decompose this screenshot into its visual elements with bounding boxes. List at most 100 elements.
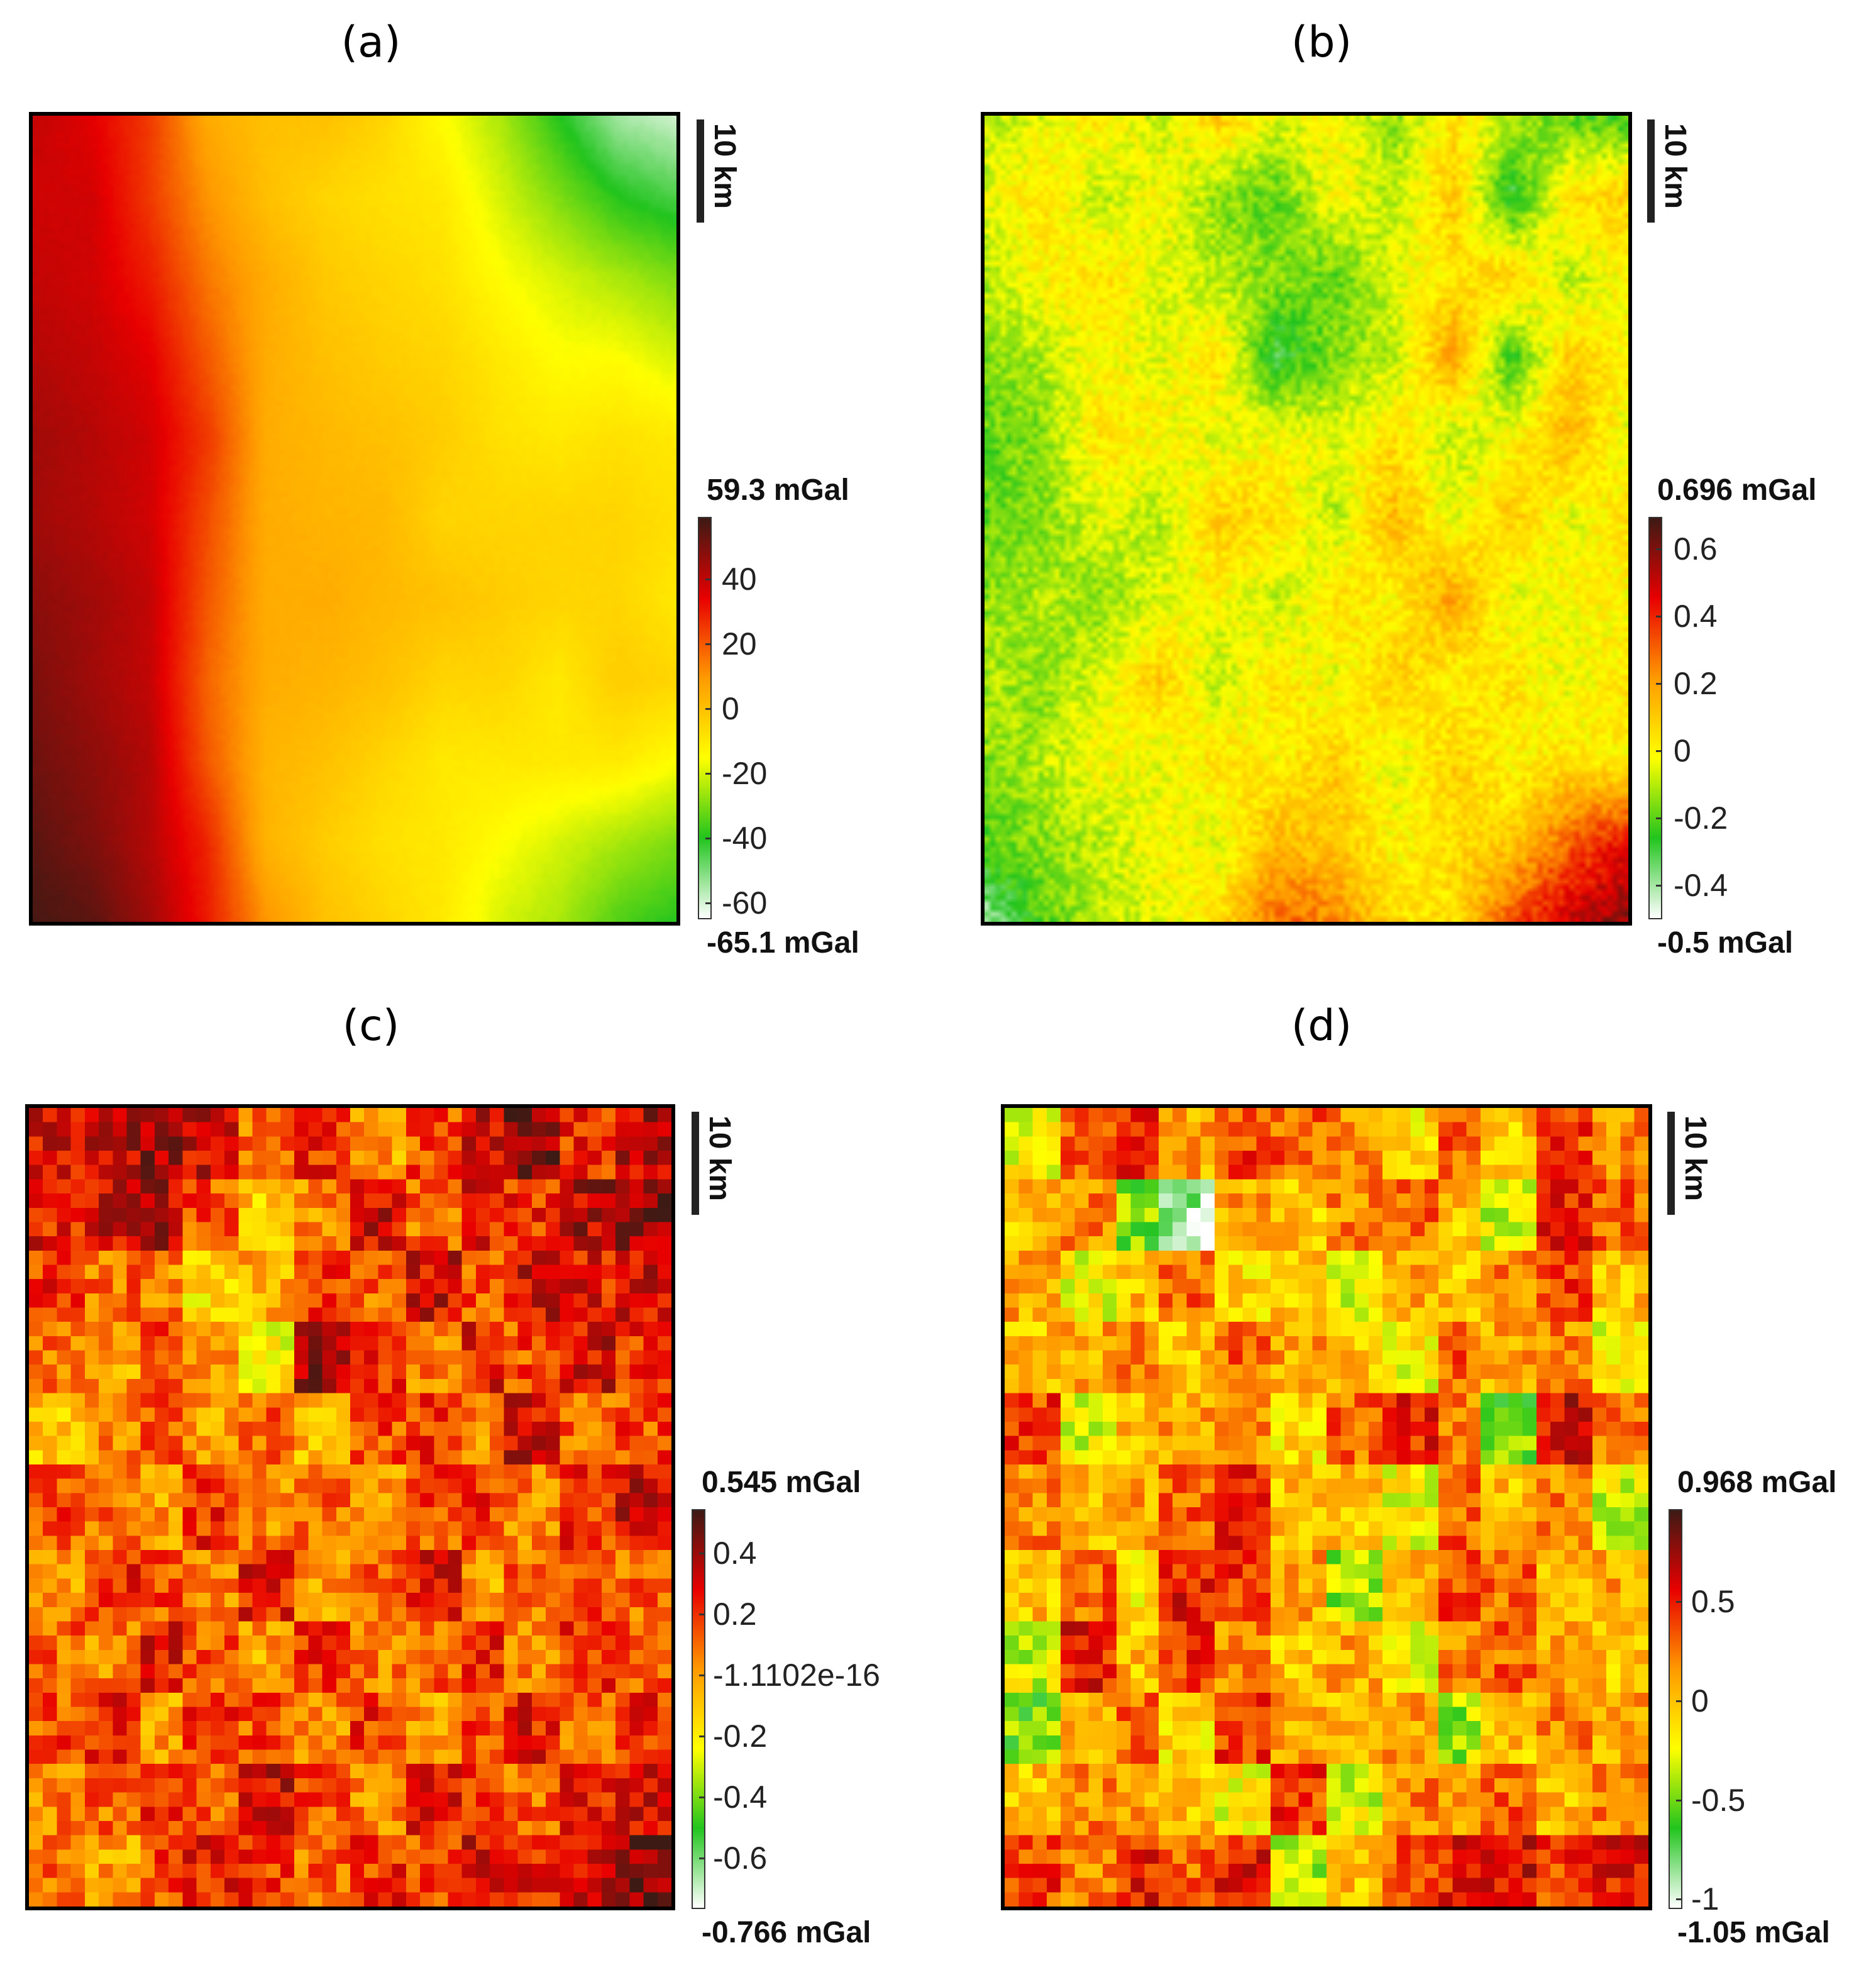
colorbar-tick-mark [1656,817,1662,820]
colorbar-tick-mark [1676,1700,1682,1703]
colorbar-tick-label: 0.6 [1674,531,1718,567]
frame-tick [211,1907,276,1909]
colorbar-tick-mark [699,1796,705,1799]
frame-tick [1051,1105,1116,1107]
frame-tick [211,1105,276,1107]
colorbar-tick-mark [705,578,712,581]
panel-label: (b) [1291,18,1352,67]
scale-label: 10 km [1679,1115,1712,1202]
frame-tick [626,113,680,115]
heatmap-plot [981,112,1632,926]
frame-tick [1460,1907,1526,1909]
panel-label: (a) [341,18,401,67]
colorbar [698,517,712,919]
colorbar-tick-mark [1656,750,1662,753]
colorbar-tick-mark [699,1857,705,1860]
heatmap-plot [29,112,680,926]
colorbar-tick-label: 0.2 [713,1597,757,1632]
frame-tick [1167,113,1232,115]
frame-tick [1030,922,1096,924]
frame-tick [1030,113,1096,115]
colorbar-tick-label: -0.4 [713,1780,768,1815]
scale-label: 10 km [708,123,741,209]
colorbar-tick-mark [705,837,712,839]
heatmap-plot [1001,1104,1652,1910]
colorbar-tick-label: -60 [722,885,768,921]
scale-bar [692,1112,699,1215]
colorbar-tick-mark [705,708,712,711]
frame-tick [352,922,417,924]
colorbar-tick-mark [699,1735,705,1738]
colorbar [1669,1509,1682,1909]
colorbar-tick-mark [1656,885,1662,887]
scale-bar [697,119,704,223]
frame-tick [1304,113,1369,115]
colorbar-min-label: -0.766 mGal [702,1916,871,1949]
frame-tick [74,1907,139,1909]
colorbar-tick-label: 0.5 [1691,1584,1735,1620]
colorbar-tick-label: 40 [722,562,757,597]
colorbar-tick-mark [705,902,712,904]
colorbar-tick-mark [1676,1601,1682,1603]
frame-tick [348,1907,412,1909]
frame-tick [1304,922,1369,924]
frame-tick [1324,1907,1389,1909]
colorbar-max-label: 0.545 mGal [702,1466,861,1499]
frame-tick [1440,113,1506,115]
scale-label: 10 km [1658,123,1692,209]
frame-tick [79,113,144,115]
panel-label: (c) [342,1001,400,1051]
colorbar-tick-label: 0.4 [713,1536,757,1571]
colorbar-tick-label: 20 [722,626,757,662]
colorbar-tick-mark [1656,683,1662,685]
colorbar-tick-label: -1.1102e-16 [713,1658,880,1693]
colorbar-tick-label: -0.6 [713,1840,768,1876]
colorbar-tick-label: -20 [722,755,768,791]
colorbar-min-label: -0.5 mGal [1657,926,1794,960]
colorbar-max-label: 0.968 mGal [1677,1466,1837,1499]
colorbar-tick-label: -0.5 [1691,1782,1746,1818]
colorbar [692,1509,705,1909]
colorbar-tick-mark [1676,1799,1682,1802]
colorbar-tick-mark [1656,548,1662,551]
scale-label: 10 km [703,1115,736,1202]
frame-tick [1460,1105,1526,1107]
colorbar-tick-label: -40 [722,820,768,856]
scale-bar [1667,1112,1675,1215]
colorbar-tick-mark [699,1553,705,1555]
colorbar-tick-mark [699,1614,705,1616]
frame-tick [352,113,417,115]
frame-tick [74,1105,139,1107]
colorbar-min-label: -65.1 mGal [707,926,859,960]
colorbar-tick-label: 0.2 [1674,666,1718,702]
colorbar-tick-label: -0.4 [1674,868,1728,904]
frame-tick [484,1105,549,1107]
frame-tick [1167,922,1232,924]
frame-tick [348,1105,412,1107]
frame-tick [488,113,554,115]
frame-tick [1597,1907,1652,1909]
colorbar-tick-label: 0 [1691,1683,1709,1719]
colorbar-max-label: 0.696 mGal [1657,473,1817,507]
frame-tick [1597,1105,1652,1107]
colorbar [1648,517,1662,919]
colorbar-tick-mark [705,772,712,775]
colorbar-tick-mark [705,643,712,646]
frame-tick [1187,1105,1252,1107]
frame-tick [1187,1907,1252,1909]
frame-tick [626,922,680,924]
frame-tick [1577,113,1632,115]
colorbar-tick-label: -1 [1691,1881,1719,1917]
colorbar-tick-label: -0.2 [713,1719,768,1754]
colorbar-max-label: 59.3 mGal [707,473,849,507]
frame-tick [484,1907,549,1909]
colorbar-tick-label: -0.2 [1674,800,1728,836]
colorbar-tick-label: 0 [1674,733,1691,769]
frame-tick [215,113,280,115]
frame-tick [79,922,144,924]
frame-tick [488,922,554,924]
frame-tick [215,922,280,924]
colorbar-tick-mark [1676,1898,1682,1901]
colorbar-tick-mark [1656,616,1662,618]
colorbar-tick-label: 0.4 [1674,599,1718,634]
